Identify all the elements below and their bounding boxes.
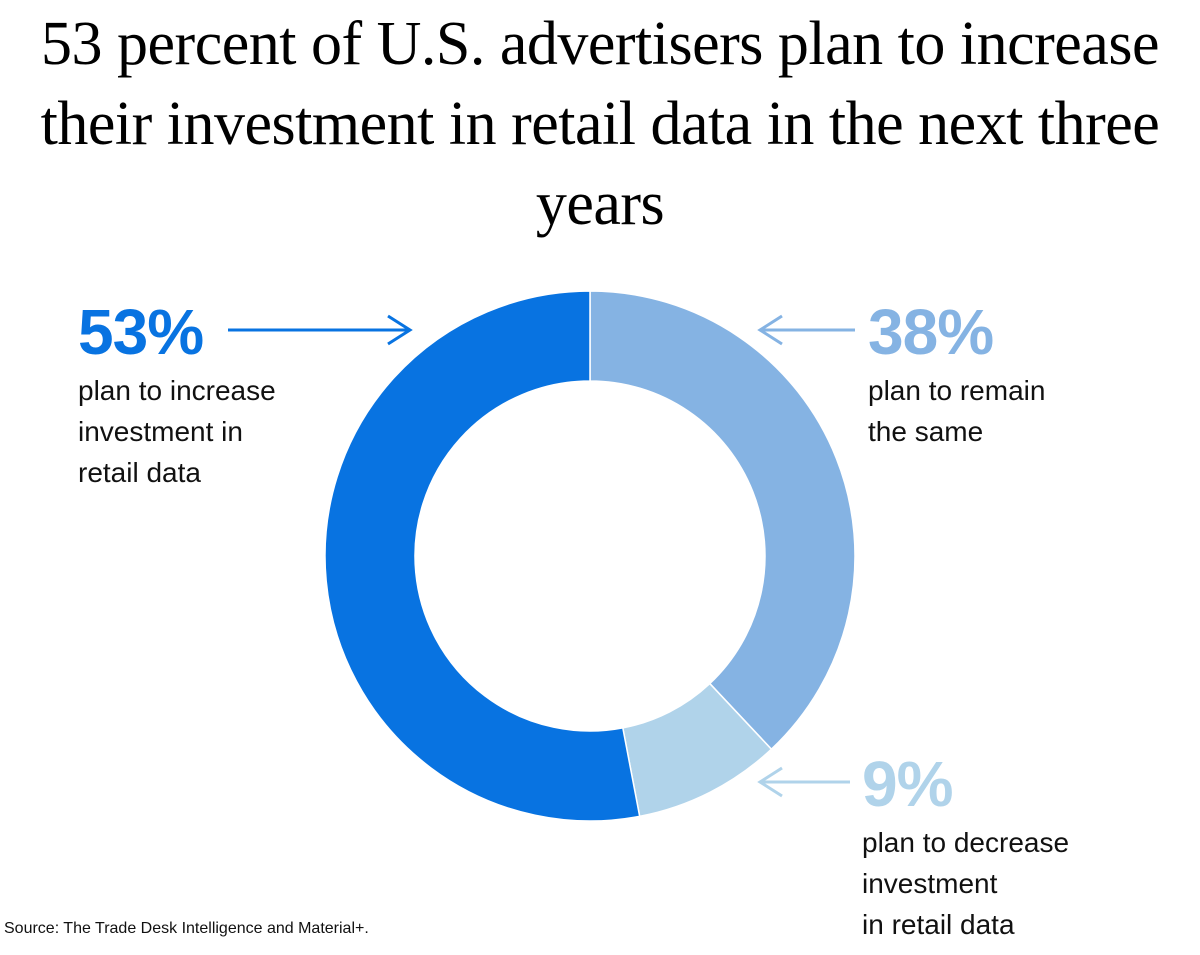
arrow-head [387,314,413,346]
donut-slice [324,290,641,822]
value-label: 53% [78,296,204,368]
category-label: plan to increase investment in retail da… [78,375,276,488]
category-label: plan to remain the same [868,375,1046,447]
arrow-head [757,766,783,798]
slice-label: 38% plan to remain the same [868,300,1045,452]
donut-slice [589,290,856,751]
value-label: 38% [868,296,994,368]
arrow-head [757,314,783,346]
category-label: plan to decrease investment in retail da… [862,827,1070,940]
value-label: 9% [862,748,954,820]
chart-title: 53 percent of U.S. advertisers plan to i… [40,10,1160,238]
source-note: Source: The Trade Desk Intelligence and … [4,920,369,937]
slice-label: 53% plan to increase investment in retail… [78,300,276,493]
slice-label: 9% plan to decrease investment in retail … [862,752,1069,945]
